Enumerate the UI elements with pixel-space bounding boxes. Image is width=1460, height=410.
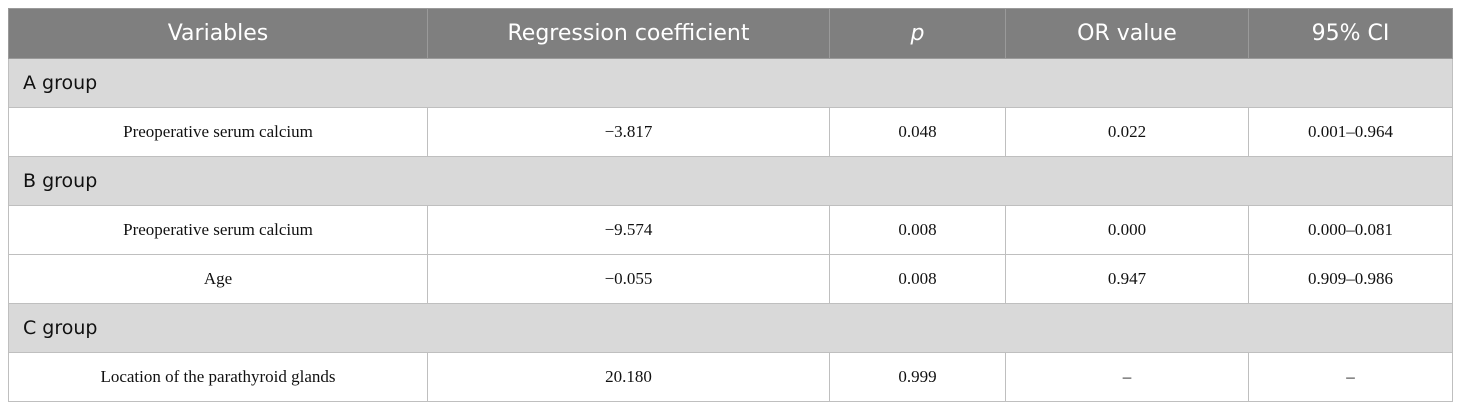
group-label: A group: [8, 58, 1453, 108]
column-header: Regression coefficient: [427, 8, 830, 59]
data-row: Preoperative serum calcium −3.817 0.048 0.0…: [8, 107, 1453, 157]
cell: 0.001–0.964: [1248, 107, 1453, 157]
column-header: p: [829, 8, 1006, 59]
column-header: 95% CI: [1248, 8, 1453, 59]
cell: −9.574: [427, 205, 830, 255]
cell: –: [1248, 352, 1453, 402]
data-row: Preoperative serum calcium −9.574 0.008 0.0…: [8, 205, 1453, 255]
table-body: A group Preoperative serum calcium −3.817 0…: [8, 58, 1453, 402]
group-label: B group: [8, 156, 1453, 206]
cell: 0.947: [1005, 254, 1249, 304]
results-table: Variables Regression coefficient p OR value…: [8, 8, 1453, 402]
cell: 0.008: [829, 205, 1006, 255]
cell: −0.055: [427, 254, 830, 304]
cell: 0.999: [829, 352, 1006, 402]
cell: –: [1005, 352, 1249, 402]
group-row: C group: [8, 303, 1453, 353]
cell: 0.022: [1005, 107, 1249, 157]
cell: 0.008: [829, 254, 1006, 304]
group-row: A group: [8, 58, 1453, 108]
column-header: OR value: [1005, 8, 1249, 59]
cell: −3.817: [427, 107, 830, 157]
data-row: Location of the parathyroid glands 20.180…: [8, 352, 1453, 402]
header-row: Variables Regression coefficient p OR value…: [8, 8, 1453, 59]
group-row: B group: [8, 156, 1453, 206]
cell: 0.048: [829, 107, 1006, 157]
cell: Preoperative serum calcium: [8, 205, 428, 255]
cell: 0.000–0.081: [1248, 205, 1453, 255]
cell: Age: [8, 254, 428, 304]
column-header: Variables: [8, 8, 428, 59]
cell: Preoperative serum calcium: [8, 107, 428, 157]
cell: 0.000: [1005, 205, 1249, 255]
cell: Location of the parathyroid glands: [8, 352, 428, 402]
cell: 0.909–0.986: [1248, 254, 1453, 304]
data-row: Age −0.055 0.008 0.947 0.909–0.986: [8, 254, 1453, 304]
cell: 20.180: [427, 352, 830, 402]
group-label: C group: [8, 303, 1453, 353]
